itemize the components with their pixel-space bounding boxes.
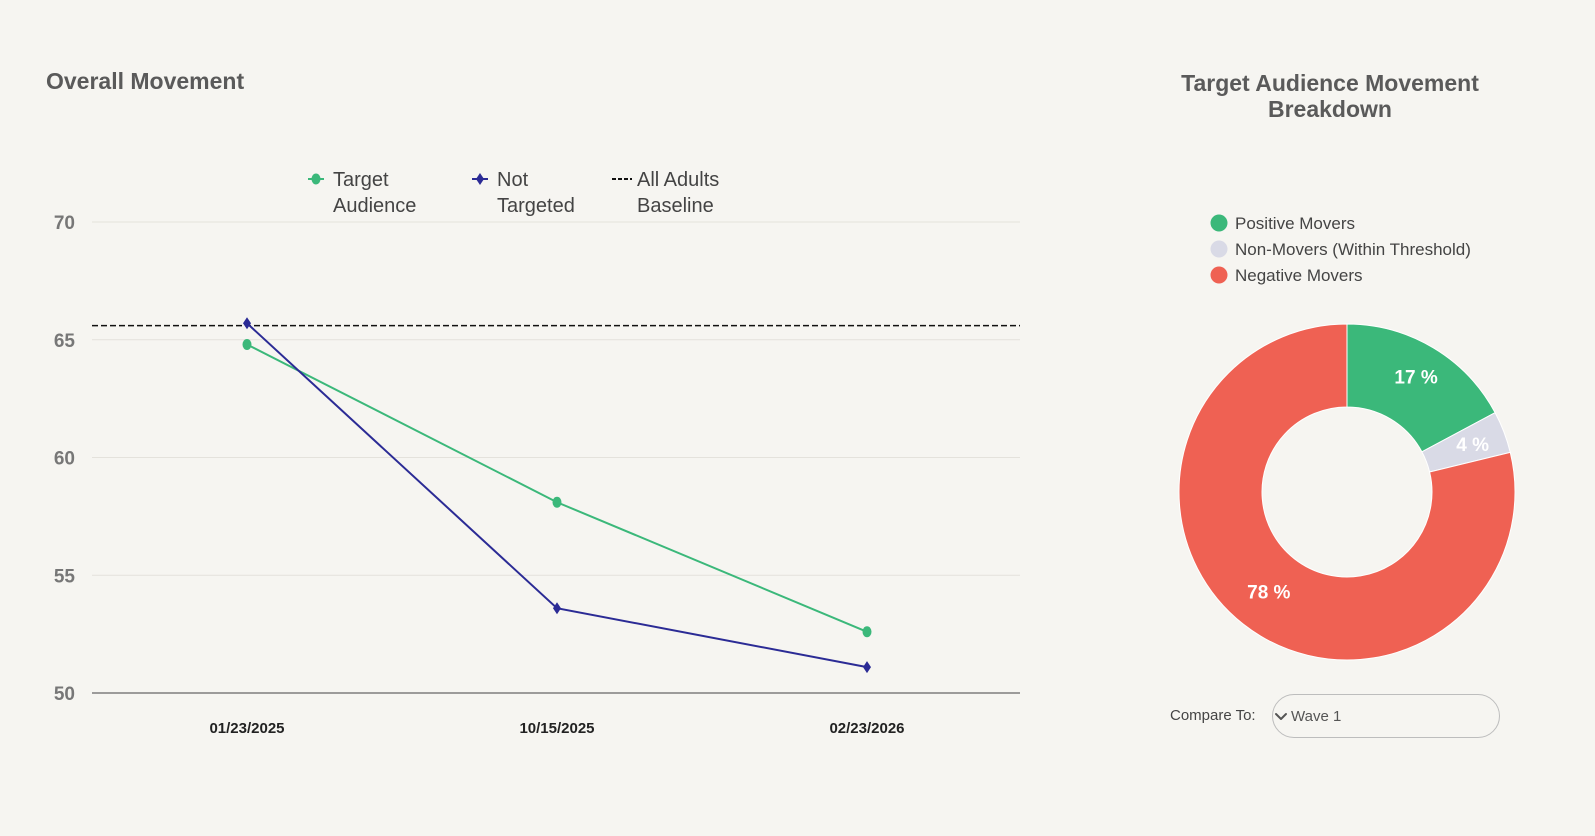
data-point <box>553 602 561 615</box>
series-line <box>246 343 868 633</box>
pie-chart: Positive Movers Non-Movers (Within Thresh… <box>1178 214 1516 661</box>
pie-slice <box>1346 323 1496 453</box>
data-point <box>242 338 252 350</box>
legend-label: Positive Movers <box>1235 214 1355 233</box>
slice-label: 4 % <box>1456 435 1489 456</box>
legend-swatch <box>1210 214 1228 232</box>
legend-marker <box>476 173 484 185</box>
y-tick-label: 70 <box>54 213 75 234</box>
series-line <box>246 322 868 669</box>
line-chart: 50 55 60 65 70 01/23/2025 10/15/2025 02/23/2026… <box>54 169 1020 737</box>
y-tick-label: 65 <box>54 331 76 352</box>
data-point <box>862 626 872 638</box>
chevron-down-icon <box>1275 713 1287 720</box>
y-tick-label: 50 <box>54 684 75 705</box>
data-point <box>552 496 562 508</box>
line-chart-title: Overall Movement <box>46 68 245 94</box>
slice-label: 78 % <box>1247 582 1290 603</box>
pie-slice <box>1178 323 1516 661</box>
legend-label: All Adults <box>637 169 719 191</box>
y-tick-label: 60 <box>54 449 75 470</box>
compare-to-value: Wave 1 <box>1291 708 1342 725</box>
x-tick-label: 01/23/2025 <box>209 720 284 737</box>
y-tick-label: 55 <box>54 566 76 587</box>
legend-label: Audience <box>333 195 416 217</box>
compare-to-dropdown[interactable]: Wave 1 <box>1272 694 1500 738</box>
legend-swatch <box>1210 240 1228 258</box>
legend-marker <box>311 173 321 185</box>
legend-label: Baseline <box>637 195 714 217</box>
x-tick-label: 02/23/2026 <box>829 720 904 737</box>
legend-swatch <box>1210 266 1228 284</box>
compare-to-label: Compare To: <box>1170 707 1256 724</box>
legend-label: Non-Movers (Within Threshold) <box>1235 240 1471 259</box>
data-point <box>863 661 871 674</box>
legend-label: Negative Movers <box>1235 266 1363 285</box>
legend-label: Targeted <box>497 195 575 217</box>
data-point <box>243 317 251 330</box>
pie-chart-title: Target Audience Movement Breakdown <box>1181 70 1479 122</box>
x-tick-label: 10/15/2025 <box>519 720 594 737</box>
legend-label: Not <box>497 169 529 191</box>
legend-label: Target <box>333 169 389 191</box>
slice-label: 17 % <box>1394 368 1437 389</box>
